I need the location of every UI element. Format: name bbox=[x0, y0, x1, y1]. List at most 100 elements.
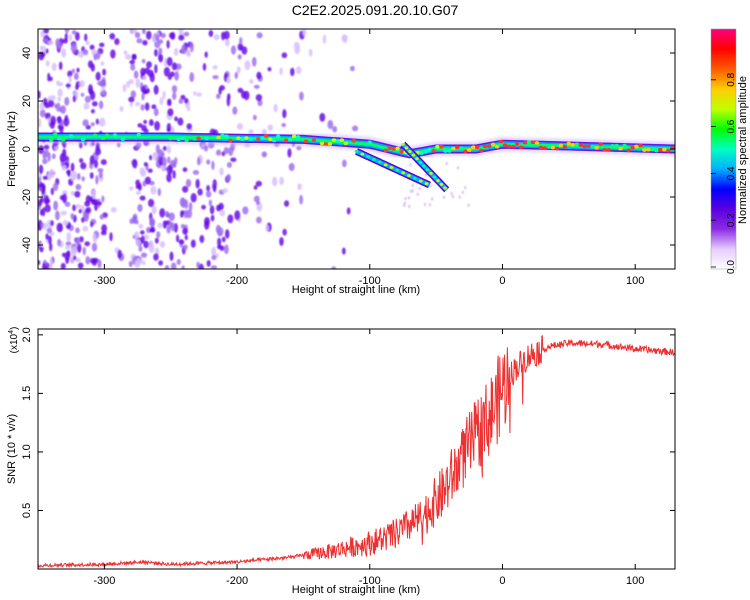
noise-speck bbox=[450, 192, 453, 196]
noise-speck bbox=[41, 185, 45, 195]
noise-speck bbox=[208, 199, 213, 207]
noise-speck bbox=[157, 188, 162, 197]
x-tick-label: 0 bbox=[499, 275, 505, 287]
noise-speck bbox=[71, 30, 77, 35]
noise-speck bbox=[53, 200, 59, 211]
snr-series-line bbox=[38, 335, 675, 569]
noise-speck bbox=[128, 260, 133, 268]
noise-speck bbox=[47, 99, 55, 108]
branch-blob bbox=[401, 171, 406, 175]
noise-speck bbox=[407, 196, 411, 200]
ridge-blob bbox=[323, 142, 329, 146]
ridge-blob bbox=[327, 142, 333, 146]
noise-speck bbox=[172, 92, 177, 100]
noise-speck bbox=[67, 70, 73, 78]
branch-blob bbox=[404, 146, 409, 150]
noise-speck bbox=[154, 48, 158, 57]
ridge-blob bbox=[451, 146, 456, 151]
noise-speck bbox=[54, 146, 60, 151]
noise-speck bbox=[98, 42, 105, 48]
y-tick-label: 1.0 bbox=[21, 444, 33, 459]
noise-speck bbox=[252, 114, 257, 121]
noise-speck bbox=[281, 122, 286, 128]
spectrogram-ridge bbox=[38, 130, 675, 193]
ridge-blob bbox=[483, 144, 488, 149]
ridge-blob bbox=[435, 144, 440, 149]
noise-speck bbox=[445, 161, 448, 166]
colorbar-tick-label: 0.2 bbox=[726, 213, 737, 227]
noise-speck bbox=[128, 96, 135, 103]
noise-speck bbox=[129, 59, 136, 65]
noise-speck bbox=[75, 203, 82, 209]
noise-speck bbox=[128, 79, 134, 85]
noise-speck bbox=[253, 195, 260, 203]
noise-speck bbox=[151, 205, 157, 215]
ridge-blob bbox=[574, 142, 579, 147]
noise-speck bbox=[411, 183, 414, 188]
noise-speck bbox=[149, 217, 156, 228]
noise-speck bbox=[166, 226, 171, 234]
noise-speck bbox=[153, 107, 159, 117]
noise-speck bbox=[52, 182, 59, 192]
noise-speck bbox=[76, 243, 82, 253]
ridge-blob bbox=[522, 140, 528, 145]
noise-speck bbox=[223, 147, 229, 155]
snr-y-label: SNR (10 * v/v) bbox=[6, 414, 18, 484]
branch-blob bbox=[372, 157, 376, 161]
noise-speck bbox=[42, 38, 49, 43]
ridge-blob bbox=[463, 149, 468, 154]
branch-blob bbox=[418, 160, 423, 164]
snr-frame bbox=[37, 328, 676, 570]
noise-speck bbox=[135, 258, 142, 266]
y-tick-label: 0 bbox=[21, 146, 33, 152]
noise-speck bbox=[73, 72, 79, 81]
noise-speck bbox=[82, 225, 89, 232]
branch-blob bbox=[366, 155, 370, 159]
noise-speck bbox=[416, 192, 419, 196]
noise-speck bbox=[147, 69, 154, 78]
noise-speck bbox=[297, 183, 302, 191]
noise-speck bbox=[134, 220, 139, 225]
noise-speck bbox=[137, 203, 143, 213]
noise-speck bbox=[283, 200, 290, 207]
noise-speck bbox=[211, 246, 217, 257]
noise-speck bbox=[85, 255, 91, 265]
noise-speck bbox=[57, 41, 62, 50]
noise-speck bbox=[143, 119, 148, 124]
noise-speck bbox=[219, 210, 226, 217]
noise-speck bbox=[176, 259, 181, 265]
ridge-blob bbox=[538, 145, 544, 150]
noise-speck bbox=[132, 53, 137, 59]
ridge-blob bbox=[638, 143, 643, 148]
noise-speck bbox=[351, 125, 359, 132]
noise-speck bbox=[90, 122, 95, 127]
ridge-blob bbox=[172, 136, 177, 140]
ridge-blob bbox=[650, 147, 655, 152]
noise-speck bbox=[73, 255, 77, 261]
ridge-blob bbox=[168, 136, 173, 141]
branch-blob bbox=[408, 149, 412, 153]
noise-speck bbox=[39, 109, 46, 118]
noise-speck bbox=[342, 159, 347, 168]
noise-speck bbox=[82, 246, 86, 256]
noise-speck bbox=[64, 29, 70, 34]
noise-speck bbox=[60, 262, 66, 269]
noise-speck bbox=[158, 39, 164, 44]
ridge-blob bbox=[331, 138, 337, 142]
noise-speck bbox=[91, 242, 98, 252]
noise-speck bbox=[418, 186, 421, 191]
ridge-blob bbox=[53, 132, 58, 137]
ridge-blob bbox=[395, 146, 400, 151]
noise-speck bbox=[206, 159, 211, 165]
noise-speck bbox=[122, 83, 127, 93]
noise-speck bbox=[178, 34, 185, 41]
noise-speck bbox=[190, 239, 196, 248]
ridge-blob bbox=[311, 138, 317, 142]
noise-speck bbox=[75, 237, 81, 246]
noise-speck bbox=[61, 48, 67, 58]
noise-speck bbox=[140, 252, 148, 258]
snr-y-ticks: 0.5 1.0 1.5 2.0 bbox=[21, 327, 675, 518]
noise-speck bbox=[234, 71, 239, 79]
ridge-blob bbox=[264, 133, 269, 138]
noise-speck bbox=[236, 66, 241, 74]
